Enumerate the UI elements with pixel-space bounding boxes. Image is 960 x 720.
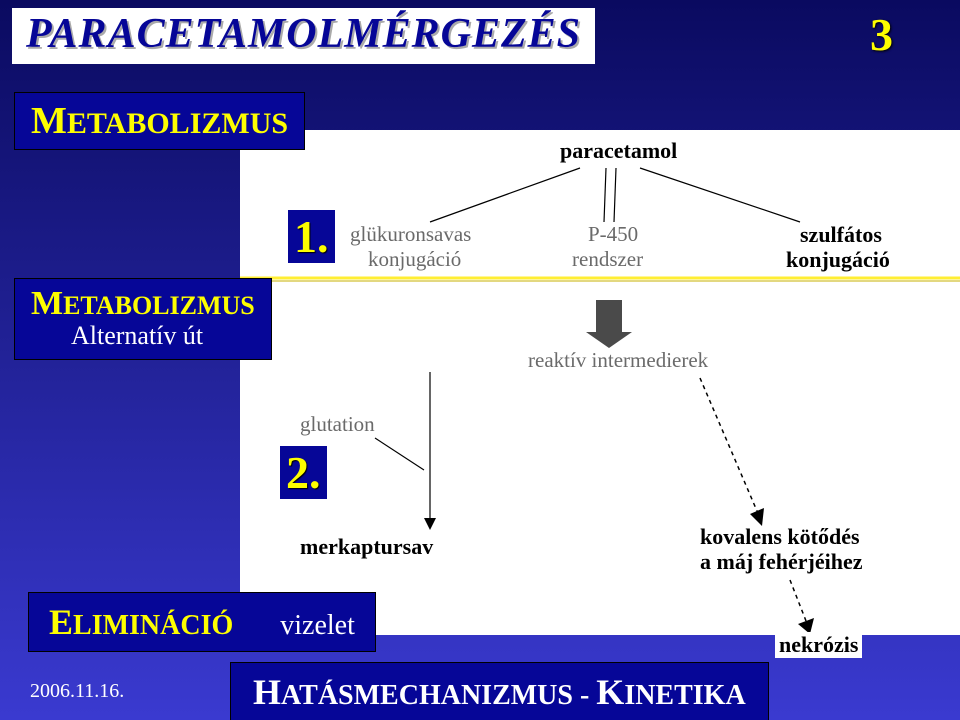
marker-2: 2.: [280, 446, 327, 499]
label-metabolizmus-2: METABOLIZMUS Alternatív út: [14, 278, 272, 360]
node-szulfat1: szulfátos: [800, 222, 882, 248]
label-vizelet: vizelet: [240, 610, 355, 641]
node-glukuron1: glükuronsavas: [350, 222, 471, 247]
title-box: PARACETAMOLMÉRGEZÉS: [12, 8, 595, 64]
marker-1: 1.: [288, 210, 335, 263]
node-kovalens2: a máj fehérjéihez: [700, 549, 862, 575]
node-p450a: P-450: [588, 222, 638, 247]
node-reaktiv: reaktív intermedierek: [528, 348, 708, 373]
label-alternativ: Alternatív út: [31, 321, 203, 350]
node-glutation: glutation: [300, 412, 375, 437]
node-szulfat2: konjugáció: [786, 247, 890, 273]
node-merkaptursav: merkaptursav: [300, 534, 433, 560]
node-p450b: rendszer: [572, 247, 643, 272]
title-number: 3: [870, 8, 893, 61]
label-metabolizmus-1: METABOLIZMUS: [14, 92, 305, 150]
node-nekrozis: nekrózis: [775, 632, 862, 658]
footer-box: HATÁSMECHANIZMUS - KINETIKA: [230, 662, 769, 720]
label-eliminacio: ELIMINÁCIÓ vizelet: [28, 592, 376, 652]
slide-root: paracetamol glükuronsavas konjugáció P-4…: [0, 0, 960, 720]
title-text: PARACETAMOLMÉRGEZÉS: [26, 11, 581, 57]
footer-date: 2006.11.16.: [30, 680, 124, 703]
node-glukuron2: konjugáció: [368, 247, 461, 272]
node-paracetamol: paracetamol: [560, 138, 677, 164]
node-kovalens1: kovalens kötődés: [700, 524, 860, 550]
